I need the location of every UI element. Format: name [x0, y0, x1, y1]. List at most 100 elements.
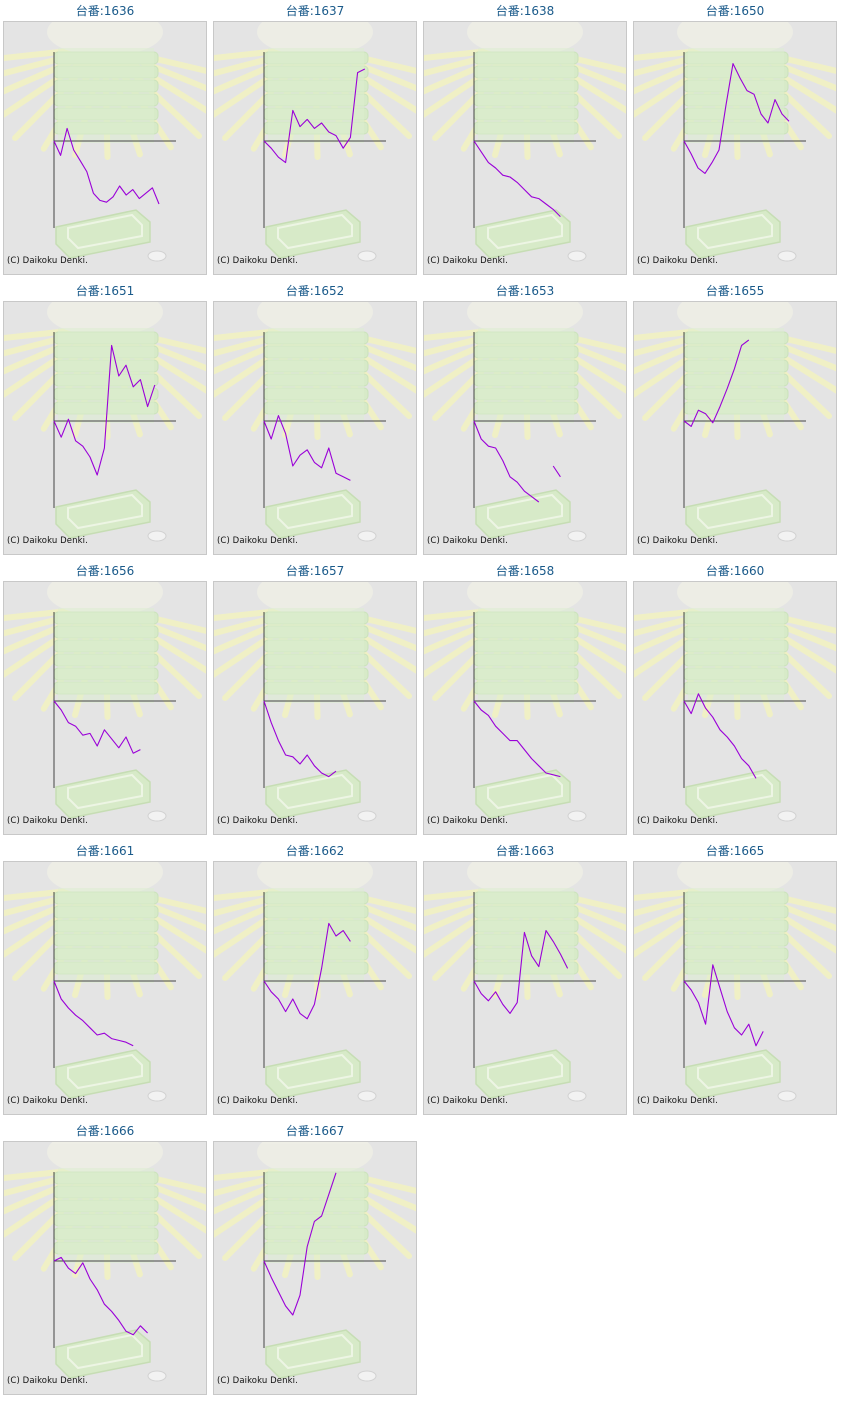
- series-line: [263, 415, 351, 481]
- series-line: [53, 344, 156, 476]
- machine-chart: 台番:1656 (C) Daikoku Denki.: [3, 560, 207, 836]
- series-line: [53, 700, 141, 754]
- background-illustration: [4, 22, 206, 262]
- copyright-text: (C) Daikoku Denki.: [427, 536, 508, 546]
- chart-frame: (C) Daikoku Denki.: [213, 301, 417, 555]
- series-line: [683, 693, 757, 779]
- copyright-text: (C) Daikoku Denki.: [7, 536, 88, 546]
- background-illustration: [424, 302, 626, 542]
- line-chart: [4, 302, 206, 542]
- background-illustration: [214, 22, 416, 262]
- chart-frame: (C) Daikoku Denki.: [3, 1141, 207, 1395]
- series-line: [53, 127, 160, 205]
- machine-chart: 台番:1663 (C) Daikoku Denki.: [423, 840, 627, 1116]
- machine-number-link[interactable]: 台番:1656: [75, 564, 135, 578]
- series-line: [683, 63, 790, 174]
- chart-frame: (C) Daikoku Denki.: [633, 301, 837, 555]
- machine-number-link[interactable]: 台番:1657: [285, 564, 345, 578]
- line-chart: [4, 862, 206, 1102]
- copyright-text: (C) Daikoku Denki.: [7, 816, 88, 826]
- chart-frame: (C) Daikoku Denki.: [3, 581, 207, 835]
- background-illustration: [4, 582, 206, 822]
- machine-chart: 台番:1666 (C) Daikoku Denki.: [3, 1120, 207, 1396]
- series-line: [473, 420, 561, 503]
- machine-number-link[interactable]: 台番:1660: [705, 564, 765, 578]
- chart-frame: (C) Daikoku Denki.: [213, 1141, 417, 1395]
- copyright-text: (C) Daikoku Denki.: [637, 536, 718, 546]
- chart-frame: (C) Daikoku Denki.: [3, 861, 207, 1115]
- machine-number-link[interactable]: 台番:1637: [285, 4, 345, 18]
- series-line: [473, 140, 561, 217]
- chart-frame: (C) Daikoku Denki.: [213, 21, 417, 275]
- series-line: [53, 980, 134, 1047]
- line-chart: [4, 582, 206, 822]
- copyright-text: (C) Daikoku Denki.: [217, 536, 298, 546]
- machine-number-link[interactable]: 台番:1652: [285, 284, 345, 298]
- copyright-text: (C) Daikoku Denki.: [217, 1096, 298, 1106]
- machine-number-link[interactable]: 台番:1666: [75, 1124, 135, 1138]
- machine-chart: 台番:1657 (C) Daikoku Denki.: [213, 560, 417, 836]
- copyright-text: (C) Daikoku Denki.: [217, 816, 298, 826]
- machine-chart: 台番:1638 (C) Daikoku Denki.: [423, 0, 627, 276]
- series-line: [263, 700, 337, 778]
- background-illustration: [634, 582, 836, 822]
- machine-chart: 台番:1651 (C) Daikoku Denki.: [3, 280, 207, 556]
- machine-number-link[interactable]: 台番:1658: [495, 564, 555, 578]
- copyright-text: (C) Daikoku Denki.: [7, 256, 88, 266]
- line-chart: [214, 862, 416, 1102]
- copyright-text: (C) Daikoku Denki.: [217, 1376, 298, 1386]
- copyright-text: (C) Daikoku Denki.: [637, 816, 718, 826]
- machine-number-link[interactable]: 台番:1636: [75, 4, 135, 18]
- chart-frame: (C) Daikoku Denki.: [423, 581, 627, 835]
- chart-frame: (C) Daikoku Denki.: [633, 21, 837, 275]
- series-line: [263, 922, 351, 1020]
- line-chart: [424, 862, 626, 1102]
- machine-chart: 台番:1636 (C) Daikoku Denki.: [3, 0, 207, 276]
- chart-frame: (C) Daikoku Denki.: [423, 21, 627, 275]
- series-line: [263, 68, 366, 164]
- background-illustration: [214, 302, 416, 542]
- line-chart: [214, 22, 416, 262]
- machine-number-link[interactable]: 台番:1650: [705, 4, 765, 18]
- chart-frame: (C) Daikoku Denki.: [3, 21, 207, 275]
- background-illustration: [4, 1142, 206, 1382]
- copyright-text: (C) Daikoku Denki.: [427, 816, 508, 826]
- line-chart: [634, 302, 836, 542]
- background-illustration: [634, 862, 836, 1102]
- machine-number-link[interactable]: 台番:1661: [75, 844, 135, 858]
- copyright-text: (C) Daikoku Denki.: [637, 1096, 718, 1106]
- copyright-text: (C) Daikoku Denki.: [427, 256, 508, 266]
- copyright-text: (C) Daikoku Denki.: [637, 256, 718, 266]
- chart-frame: (C) Daikoku Denki.: [633, 581, 837, 835]
- machine-number-link[interactable]: 台番:1662: [285, 844, 345, 858]
- background-illustration: [634, 302, 836, 542]
- machine-chart: 台番:1658 (C) Daikoku Denki.: [423, 560, 627, 836]
- series-line: [473, 930, 569, 1014]
- copyright-text: (C) Daikoku Denki.: [217, 256, 298, 266]
- background-illustration: [214, 1142, 416, 1382]
- machine-chart: 台番:1652 (C) Daikoku Denki.: [213, 280, 417, 556]
- line-chart: [424, 22, 626, 262]
- background-illustration: [4, 862, 206, 1102]
- machine-number-link[interactable]: 台番:1663: [495, 844, 555, 858]
- machine-chart: 台番:1665 (C) Daikoku Denki.: [633, 840, 837, 1116]
- line-chart: [424, 302, 626, 542]
- chart-frame: (C) Daikoku Denki.: [423, 861, 627, 1115]
- machine-number-link[interactable]: 台番:1667: [285, 1124, 345, 1138]
- machine-number-link[interactable]: 台番:1638: [495, 4, 555, 18]
- chart-frame: (C) Daikoku Denki.: [213, 861, 417, 1115]
- machine-number-link[interactable]: 台番:1655: [705, 284, 765, 298]
- line-chart: [634, 582, 836, 822]
- machine-number-link[interactable]: 台番:1651: [75, 284, 135, 298]
- machine-chart: 台番:1661 (C) Daikoku Denki.: [3, 840, 207, 1116]
- background-illustration: [424, 862, 626, 1102]
- machine-number-link[interactable]: 台番:1653: [495, 284, 555, 298]
- machine-chart: 台番:1650 (C) Daikoku Denki.: [633, 0, 837, 276]
- chart-frame: (C) Daikoku Denki.: [213, 581, 417, 835]
- line-chart: [4, 22, 206, 262]
- line-chart: [214, 302, 416, 542]
- machine-chart: 台番:1655 (C) Daikoku Denki.: [633, 280, 837, 556]
- machine-number-link[interactable]: 台番:1665: [705, 844, 765, 858]
- background-illustration: [214, 862, 416, 1102]
- copyright-text: (C) Daikoku Denki.: [7, 1096, 88, 1106]
